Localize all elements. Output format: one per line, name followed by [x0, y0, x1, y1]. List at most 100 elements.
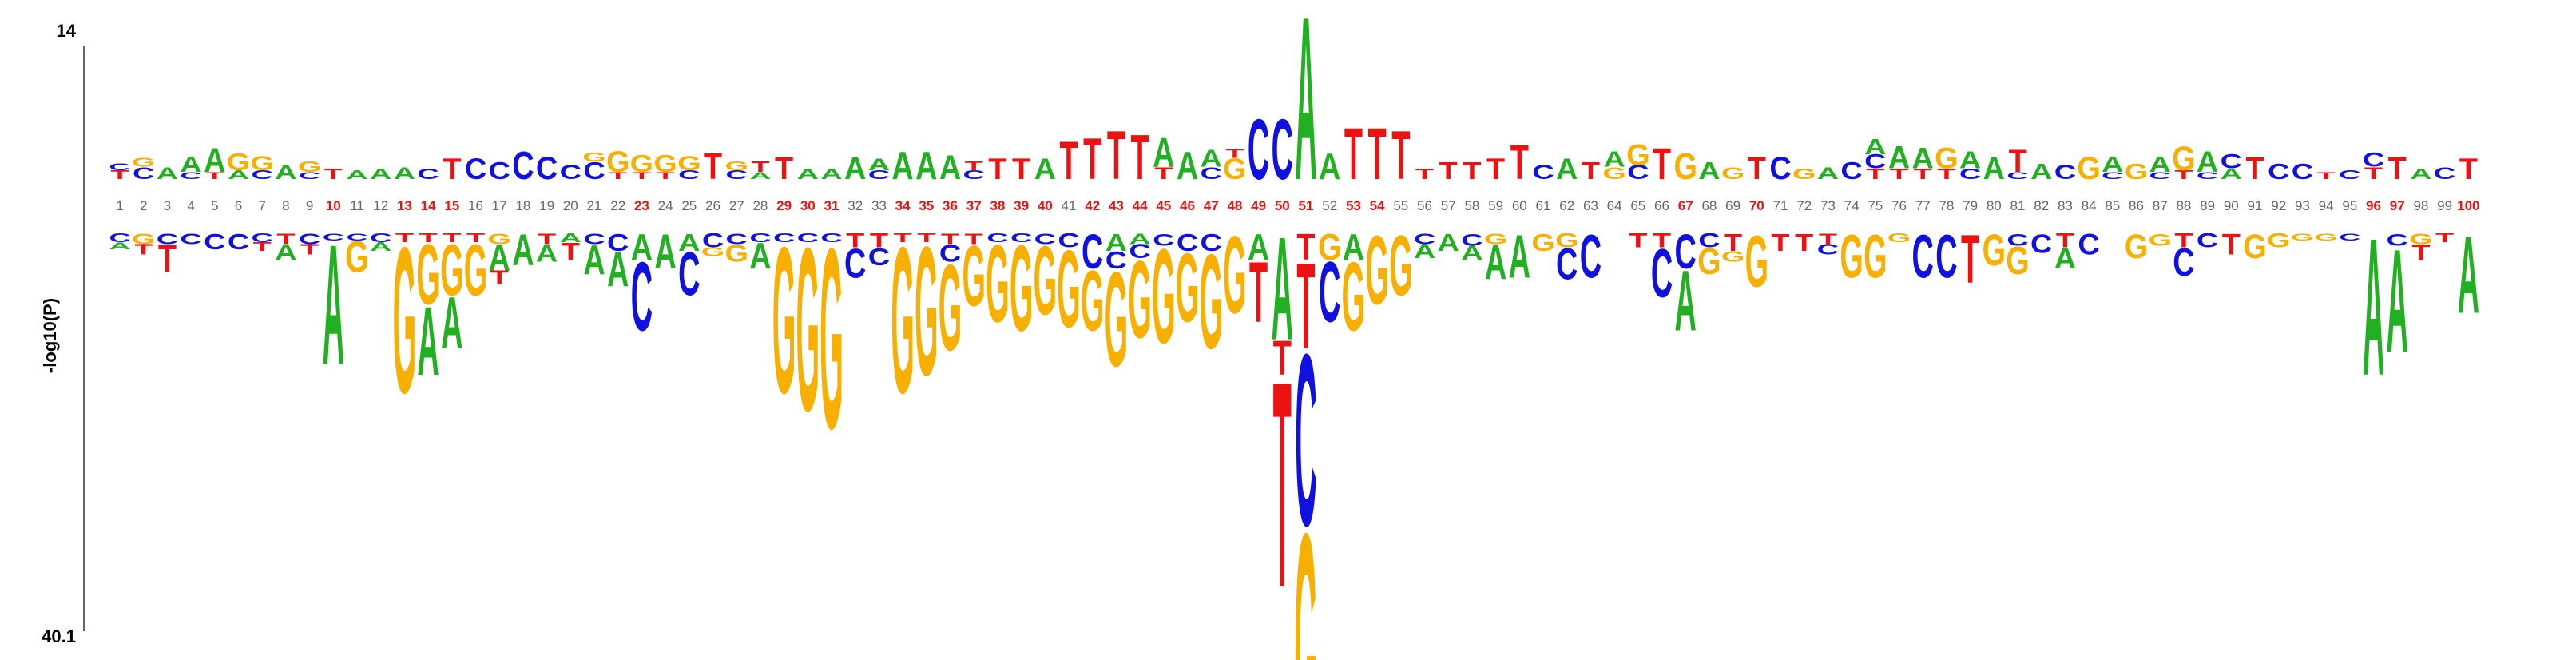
logo-letter-down: C: [868, 244, 890, 271]
logo-letter-down: C: [1935, 222, 1957, 291]
logo-letter-down: A: [1675, 254, 1697, 350]
logo-letter-down: T: [2174, 229, 2193, 252]
logo-letter-down: A: [489, 237, 510, 278]
logo-letter-down: C: [1556, 240, 1578, 289]
logo-letter-down: A: [678, 229, 700, 256]
logo-letter-down: A: [2458, 213, 2479, 336]
position-label: 98: [2413, 198, 2428, 213]
logo-letter-up: T: [988, 152, 1006, 185]
logo-letter-up: A: [891, 144, 913, 188]
logo-letter-down: C: [1675, 225, 1697, 280]
logo-letter-down: T: [1771, 229, 1789, 256]
logo-letter-down: G: [440, 229, 463, 311]
y-axis: 14 40.1 -log10(P): [40, 21, 85, 646]
position-label: 29: [776, 198, 792, 213]
logo-letter-up: A: [1556, 152, 1578, 185]
logo-letter-up: A: [1817, 163, 1839, 182]
position-label: 9: [306, 198, 313, 213]
logo-letter-down: A: [749, 236, 771, 276]
logo-letter-up: C: [417, 166, 439, 182]
logo-letter-down: A: [370, 241, 392, 254]
logo-letter-down: T: [2222, 228, 2241, 260]
logo-letter-up: G: [250, 153, 273, 175]
logo-letter-down: G: [2148, 230, 2171, 249]
logo-letter-up: C: [1864, 150, 1886, 173]
logo-letter-down: T: [917, 232, 936, 245]
logo-letter-down: G: [915, 209, 938, 414]
logo-letter-down: T: [1819, 231, 1837, 247]
position-label: 95: [2342, 198, 2357, 213]
position-label: 50: [1275, 198, 1290, 213]
logo-letter-up: T: [2388, 151, 2407, 186]
logo-letter-up: C: [512, 144, 534, 188]
logo-letter-down: T: [395, 232, 415, 245]
logo-letter-down: G: [2006, 239, 2029, 283]
logo-letter-up: A: [2149, 153, 2171, 177]
logo-letter-up: T: [1415, 166, 1434, 182]
logo-letter-up: A: [2030, 160, 2052, 185]
logo-letter-down: G: [796, 201, 820, 460]
logo-letter-up: A: [2410, 166, 2431, 182]
logo-letter-up: A: [749, 170, 771, 181]
logo-letter-up: A: [394, 163, 415, 182]
position-label: 58: [1464, 198, 1479, 213]
logo-letter-up: C: [583, 157, 605, 185]
position-label: 27: [729, 198, 744, 213]
logo-letter-up: A: [204, 141, 225, 180]
logo-letter-down: C: [797, 232, 820, 245]
logo-letter-down: G: [724, 241, 748, 268]
logo-letter-down: T: [158, 237, 177, 281]
logo-letter-down: T: [419, 232, 439, 245]
position-label: 21: [587, 198, 602, 213]
logo-letter-down: C: [1817, 241, 1839, 257]
logo-letter-up: C: [489, 157, 510, 185]
logo-letter-up: C: [1959, 166, 1981, 182]
logo-letter-down: C: [607, 229, 629, 256]
logo-letter-up: T: [110, 169, 129, 182]
logo-letter-up: G: [582, 151, 605, 165]
logo-letter-down: C: [1105, 247, 1127, 274]
logo-letter-down: C: [157, 231, 178, 247]
logo-letter-down: G: [1531, 229, 1554, 256]
logo-letter-down: C: [2173, 241, 2194, 284]
logo-letter-down: G: [820, 194, 843, 483]
position-label: 75: [1868, 198, 1883, 213]
logo-letter-down: C: [1034, 231, 1056, 247]
logo-letter-down: C: [820, 232, 843, 245]
position-label: 63: [1583, 198, 1598, 213]
logo-letter-down: T: [2411, 241, 2430, 265]
position-label: 24: [658, 198, 673, 213]
logo-letter-up: C: [536, 151, 558, 186]
logo-letter-up: T: [1083, 127, 1101, 193]
logo-letter-down: T: [538, 231, 556, 247]
logo-letter-up: C: [299, 170, 320, 181]
logo-letter-up: T: [1866, 166, 1884, 182]
position-label: 35: [919, 198, 934, 213]
logo-letter-up: C: [109, 161, 130, 173]
logo-letter-up: G: [1602, 163, 1625, 182]
logo-letter-down: G: [1342, 243, 1365, 352]
logo-letter-up: T: [1107, 118, 1125, 195]
logo-letter-up: A: [1295, 0, 1316, 229]
logo-letter-up: A: [915, 144, 937, 188]
logo-letter-down: A: [2387, 220, 2408, 384]
logo-letter-down: A: [2054, 242, 2076, 275]
logo-letter-up: T: [2317, 170, 2336, 181]
logo-letter-down: A: [607, 242, 629, 297]
position-label: 40: [1038, 198, 1053, 213]
logo-letter-down: T: [2435, 232, 2455, 245]
position-label: 87: [2153, 198, 2168, 213]
logo-letter-down: T: [870, 229, 889, 252]
logo-letter-up: A: [868, 154, 890, 173]
logo-letter-up: T: [443, 152, 461, 185]
logo-letter-down: G: [772, 203, 796, 437]
logo-letter-down: G: [1010, 220, 1033, 357]
logo-letter-down: T: [1273, 330, 1292, 385]
logo-letter-down: A: [1414, 241, 1435, 263]
logo-letter-down: C: [583, 231, 605, 247]
logo-letter-up: C: [2149, 170, 2171, 181]
logo-letter-down: T: [562, 238, 580, 265]
position-label: 60: [1512, 198, 1527, 213]
logo-letter-down: G: [2291, 232, 2314, 243]
